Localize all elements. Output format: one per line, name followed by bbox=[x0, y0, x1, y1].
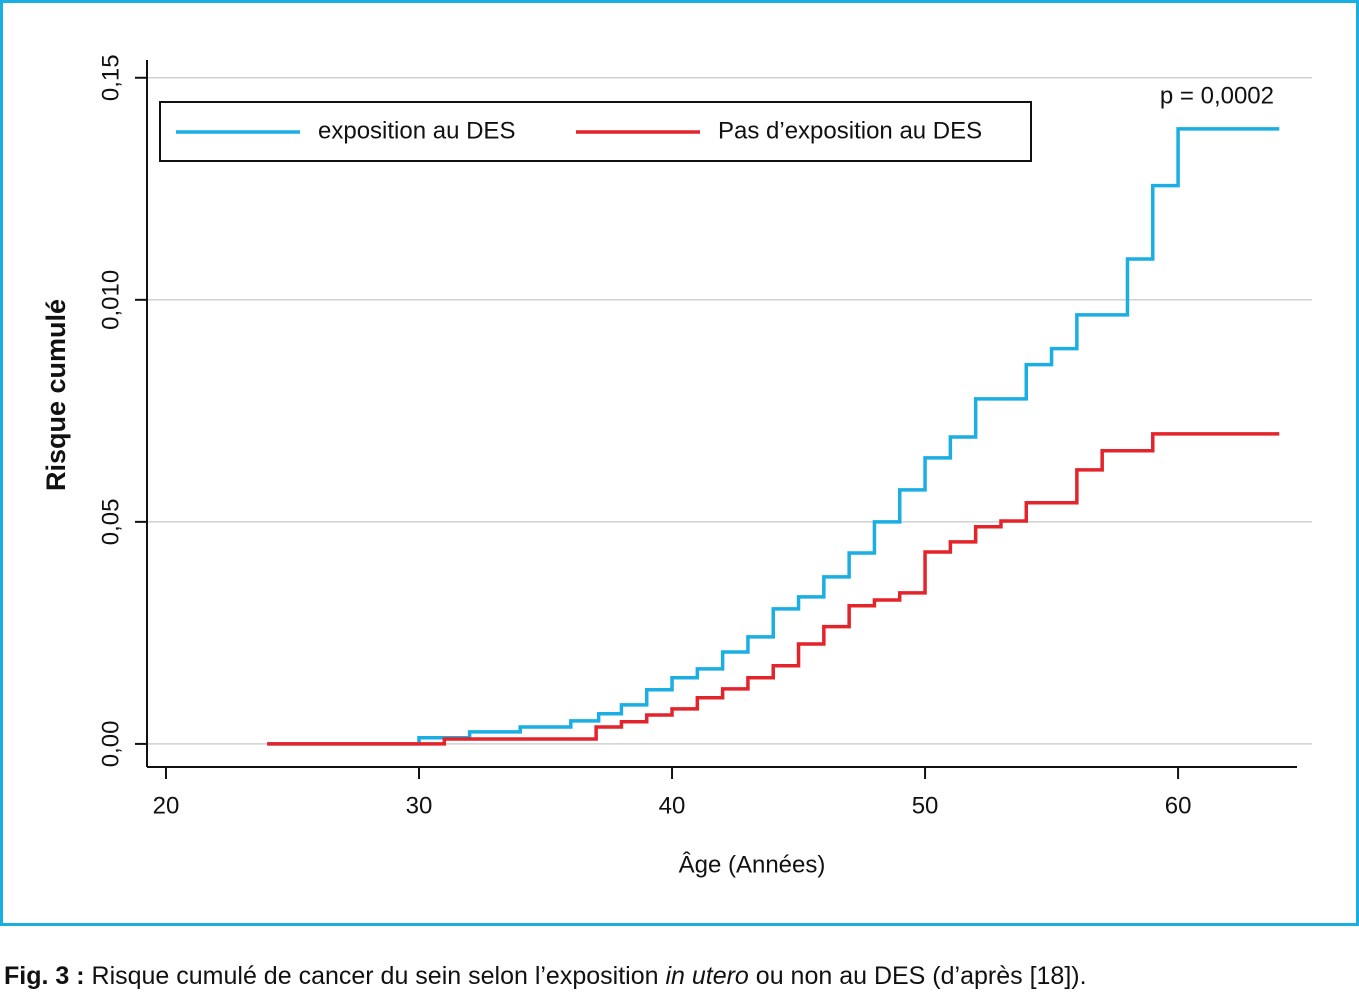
caption-label: Fig. 3 : bbox=[4, 962, 85, 990]
y-tick-label: 0,15 bbox=[97, 54, 124, 101]
x-axis-label: Âge (Années) bbox=[679, 851, 826, 878]
caption-italic: in utero bbox=[665, 962, 749, 990]
x-tick-label: 50 bbox=[912, 792, 939, 819]
y-axis-label: Risque cumulé bbox=[41, 299, 71, 491]
x-tick-label: 20 bbox=[153, 792, 180, 819]
chart: Risque cumulé Âge (Années) p = 0,0002 0,… bbox=[0, 0, 1359, 926]
x-tick-label: 40 bbox=[659, 792, 686, 819]
caption-text: ou non au DES (d’après [18]). bbox=[748, 962, 1087, 990]
step-line bbox=[267, 432, 1280, 746]
annotation: p = 0,0002 bbox=[1160, 82, 1274, 109]
step-line bbox=[267, 127, 1280, 746]
y-tick-label: 0,05 bbox=[97, 498, 124, 545]
legend-label: Pas d’exposition au DES bbox=[718, 117, 982, 144]
caption-text: Risque cumulé de cancer du sein selon l’… bbox=[84, 962, 666, 990]
x-tick-label: 60 bbox=[1165, 792, 1192, 819]
y-tick-label: 0,010 bbox=[97, 270, 124, 330]
frame bbox=[0, 0, 1359, 926]
x-tick-label: 30 bbox=[406, 792, 433, 819]
y-tick-label: 0,00 bbox=[97, 721, 124, 768]
caption: Fig. 3 : Risque cumulé de cancer du sein… bbox=[4, 962, 1087, 991]
legend-label: exposition au DES bbox=[318, 117, 515, 144]
